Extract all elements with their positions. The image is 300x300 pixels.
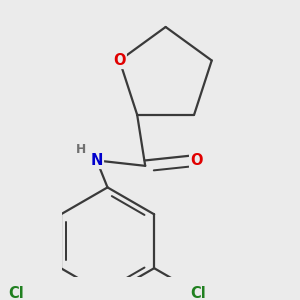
Text: N: N bbox=[91, 153, 103, 168]
Text: Cl: Cl bbox=[190, 286, 206, 300]
Text: O: O bbox=[113, 53, 126, 68]
Text: Cl: Cl bbox=[9, 286, 24, 300]
Text: O: O bbox=[190, 153, 202, 168]
Text: H: H bbox=[76, 143, 86, 156]
